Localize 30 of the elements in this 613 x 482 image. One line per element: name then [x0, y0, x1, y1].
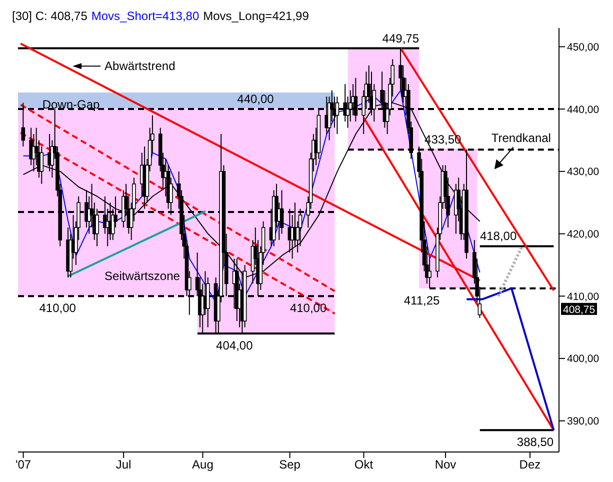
x-tick-label: Jul [116, 458, 132, 472]
annotation: Seitwärtszone [104, 269, 180, 284]
text: Movs_Short=413,80 [91, 8, 200, 24]
x-tick-label: Sep [279, 458, 301, 472]
annotation: 388,50 [516, 435, 554, 450]
annotation: 404,00 [216, 338, 254, 353]
y-tick-label: 420,00 [567, 228, 600, 240]
text: Movs_Long=421,99 [203, 8, 309, 24]
chart-title: [30] C: 408,75 [12, 8, 88, 24]
y-tick-label: 440,00 [567, 104, 600, 116]
annotation: 410,00 [290, 301, 327, 316]
x-tick-label: Okt [354, 458, 374, 472]
annotation: Abwärtstrend [104, 59, 176, 74]
annotation: 418,00 [480, 229, 517, 244]
y-tick-label: 430,00 [567, 166, 600, 178]
y-tick-label: 390,00 [567, 416, 600, 428]
annotation: 440,00 [237, 92, 274, 106]
annotation: 449,75 [382, 31, 420, 46]
text: 408,75 [563, 304, 596, 316]
annotation: 410,00 [39, 301, 76, 316]
annotation: 411,25 [404, 293, 440, 308]
y-tick-label: 410,00 [567, 290, 600, 303]
x-tick-label: Nov [434, 458, 456, 472]
annotation: Trendkanal [491, 131, 551, 146]
x-tick-label: '07 [15, 458, 32, 472]
x-tick-label: Dez [519, 458, 541, 472]
x-tick-label: Aug [192, 458, 214, 472]
y-tick-label: 450,00 [567, 41, 600, 54]
annotation: Down-Gap [42, 97, 100, 112]
y-tick-label: 400,00 [567, 353, 600, 366]
